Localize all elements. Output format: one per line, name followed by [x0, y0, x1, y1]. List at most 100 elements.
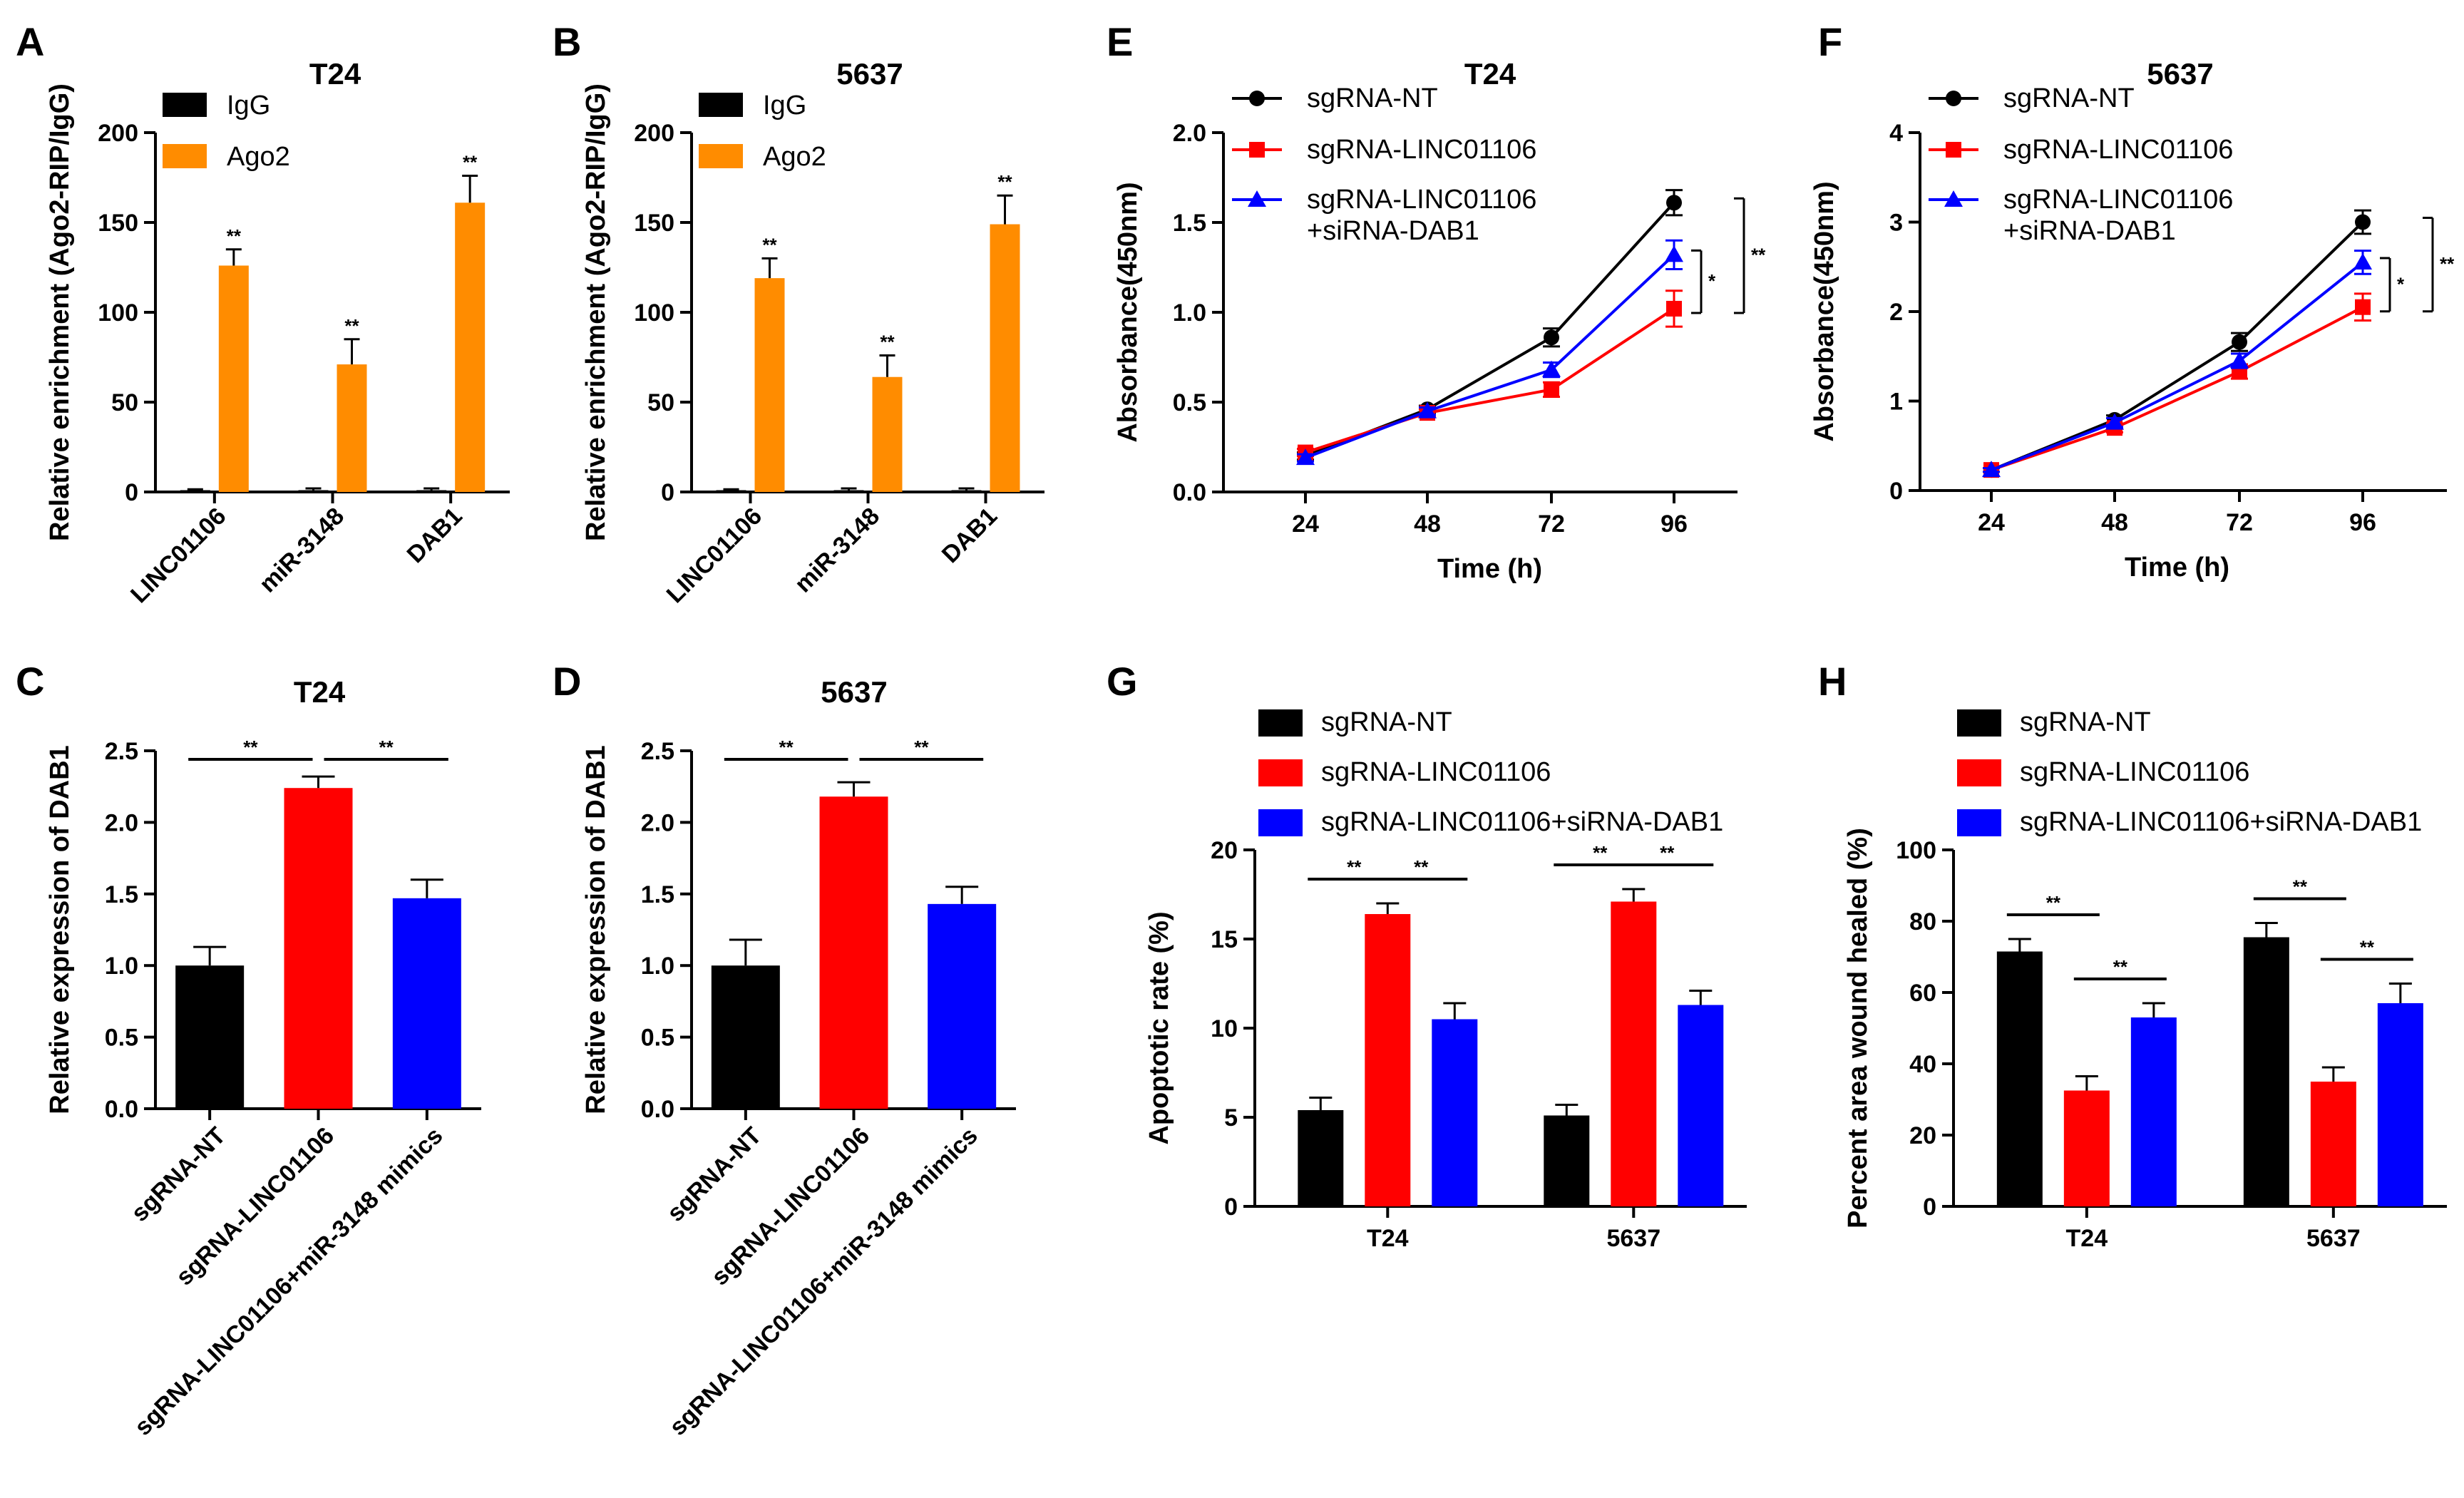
x-tick-label: sgRNA-NT	[126, 1122, 231, 1227]
y-tick-label: 50	[111, 389, 138, 416]
panel-title: 5637	[836, 57, 903, 91]
panel-label: B	[553, 19, 581, 64]
legend-label: IgG	[763, 91, 806, 120]
significance-bracket	[2380, 257, 2391, 313]
error-bar	[1443, 1002, 1467, 1020]
error-bar	[841, 487, 857, 491]
marker-triangle	[1418, 401, 1437, 419]
y-tick-label: 10	[1211, 1015, 1238, 1042]
bar-ago2	[218, 265, 249, 492]
marker-triangle	[1665, 245, 1683, 262]
x-tick-label: 72	[1538, 511, 1565, 538]
bar	[1365, 914, 1411, 1206]
bar	[284, 788, 353, 1109]
error-bar	[958, 487, 975, 491]
legend-swatch	[699, 144, 743, 168]
legend-label: sgRNA-NT	[1307, 83, 1438, 113]
error-bar	[2008, 938, 2031, 952]
x-tick-label: 5637	[1606, 1225, 1660, 1252]
panel-d: D 5637 0.0 0.5 1.0 1.5 2.0 2.5 Relative expressi…	[553, 659, 1016, 1441]
legend-label: sgRNA-NT	[2020, 707, 2151, 737]
x-tick-label: miR-3148	[254, 503, 349, 598]
legend-swatch	[1258, 709, 1303, 737]
y-tick-label: 1	[1889, 389, 1903, 416]
legend-swatch	[1957, 809, 2001, 836]
y-tick-label: 0.5	[641, 1025, 674, 1052]
marker-triangle	[1296, 448, 1315, 466]
significance-mark: *	[2397, 273, 2405, 294]
bar	[819, 796, 888, 1109]
bar-igg	[951, 490, 982, 492]
legend-label: +siRNA-DAB1	[1307, 216, 1479, 246]
significance-mark: **	[914, 737, 929, 758]
series-line	[1991, 221, 2364, 471]
marker-triangle	[2105, 413, 2124, 430]
significance-mark: **	[463, 151, 478, 173]
panel-label: A	[16, 19, 44, 64]
significance-mark: **	[227, 225, 242, 247]
bar	[175, 965, 245, 1109]
y-tick-label: 100	[634, 299, 674, 327]
x-tick-label: DAB1	[401, 503, 467, 568]
panel-title: 5637	[821, 675, 887, 709]
significance-mark: **	[880, 331, 895, 352]
error-bar	[193, 945, 227, 966]
significance-bracket	[1734, 197, 1745, 314]
marker-square	[1666, 300, 1682, 317]
bar	[1678, 1005, 1724, 1206]
x-tick-label: 48	[1414, 511, 1441, 538]
marker-triangle	[1944, 190, 1963, 207]
panel-title: T24	[294, 675, 346, 709]
bar	[928, 903, 997, 1109]
error-bar	[723, 488, 739, 491]
y-tick-label: 200	[634, 120, 674, 147]
significance-mark: **	[2113, 956, 2128, 978]
marker-circle	[2355, 214, 2371, 230]
panel-f: F 5637 0 1 2 3 4 Absorbance(450nm) 24 48 72 96 Time …	[1809, 19, 2455, 583]
y-axis-title: Percent area wound healed (%)	[1843, 828, 1873, 1228]
y-tick-label: 40	[1909, 1051, 1936, 1078]
y-tick-label: 1.0	[641, 953, 674, 980]
series-2	[1296, 239, 1683, 466]
y-axis-title: Relative expression of DAB1	[45, 745, 75, 1114]
error-bar	[2075, 1075, 2098, 1091]
error-bar	[410, 878, 443, 898]
panel-label: C	[16, 659, 44, 704]
legend-label: sgRNA-LINC01106	[1307, 185, 1536, 215]
panel-title: T24	[1464, 57, 1516, 91]
marker-circle	[1946, 91, 1961, 106]
x-tick-label: DAB1	[937, 503, 1002, 568]
panel-title: 5637	[2147, 57, 2213, 91]
legend-label: sgRNA-LINC01106+siRNA-DAB1	[1321, 807, 1723, 837]
x-tick-label: LINC01106	[662, 503, 767, 608]
y-tick-label: 2	[1889, 299, 1903, 326]
series-line	[1305, 253, 1675, 459]
x-tick-label: 24	[1292, 511, 1319, 538]
significance-mark: **	[379, 737, 394, 758]
y-tick-label: 50	[647, 389, 674, 416]
error-bar	[1689, 990, 1713, 1005]
bar	[1544, 1115, 1590, 1206]
panel-label: H	[1818, 659, 1847, 704]
bar	[2377, 1003, 2423, 1206]
y-tick-label: 2.0	[105, 809, 138, 836]
y-axis-title: Absorbance(450nm)	[1809, 181, 1839, 441]
y-tick-label: 0	[125, 479, 138, 506]
panel-c: C T24 0.0 0.5 1.0 1.5 2.0 2.5 Relative expressio…	[16, 659, 481, 1441]
panel-label: G	[1107, 659, 1138, 704]
significance-mark: **	[344, 315, 359, 337]
error-bar	[1555, 1104, 1578, 1116]
significance-mark: **	[762, 234, 777, 255]
series-0	[1983, 209, 2371, 478]
x-tick-label: 96	[1660, 511, 1688, 538]
legend-label: sgRNA-LINC01106	[2020, 757, 2249, 787]
bar-ago2	[754, 278, 785, 492]
series-line	[1991, 261, 2364, 472]
marker-circle	[1544, 329, 1559, 346]
panel-label: F	[1818, 19, 1842, 64]
y-tick-label: 60	[1909, 980, 1936, 1007]
y-tick-label: 1.5	[1173, 210, 1206, 237]
legend-label: sgRNA-LINC01106	[2003, 185, 2233, 215]
y-tick-label: 0	[661, 479, 674, 506]
error-bar	[2321, 1066, 2345, 1082]
